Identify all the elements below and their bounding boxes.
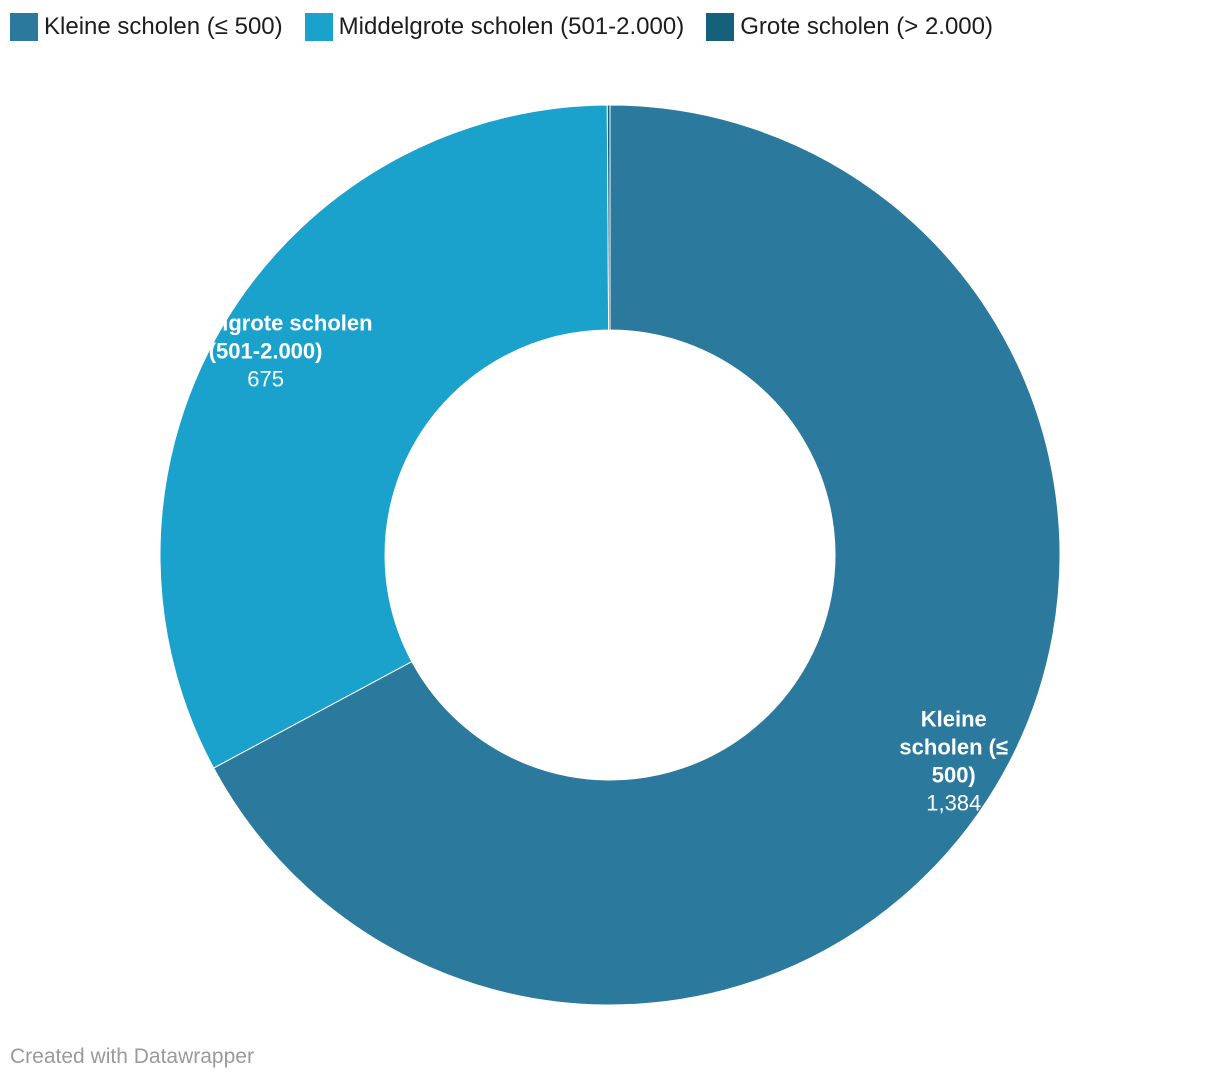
segment-label-name-middelgrote-0: Middelgrote scholen — [159, 311, 373, 336]
donut-segment-middelgrote[interactable] — [159, 104, 610, 769]
donut-segment-kleine[interactable] — [212, 104, 1061, 1006]
segment-label-name-kleine-2: 500) — [932, 763, 976, 788]
segment-label-kleine: Kleine scholen (≤ 500) 1,384 — [899, 707, 1008, 816]
segment-label-name-kleine-0: Kleine — [921, 707, 987, 732]
legend-item-kleine[interactable]: Kleine scholen (≤ 500) — [10, 13, 283, 41]
segment-label-name-kleine-1: scholen (≤ — [899, 735, 1008, 760]
legend-label-grote: Grote scholen (> 2.000) — [740, 13, 993, 40]
legend-label-kleine: Kleine scholen (≤ 500) — [44, 13, 283, 40]
legend: Kleine scholen (≤ 500) Middelgrote schol… — [10, 10, 993, 44]
segment-label-value-kleine: 1,384 — [926, 791, 981, 816]
legend-label-middelgrote: Middelgrote scholen (501-2.000) — [338, 13, 685, 40]
legend-swatch-grote — [706, 13, 735, 41]
segment-label-name-middelgrote-1: (501-2.000) — [209, 339, 323, 364]
datawrapper-credit: Created with Datawrapper — [10, 1045, 254, 1068]
legend-item-grote[interactable]: Grote scholen (> 2.000) — [706, 13, 993, 41]
segment-label-value-middelgrote: 675 — [247, 367, 284, 392]
donut-segment-grote[interactable] — [606, 104, 611, 331]
legend-swatch-middelgrote — [304, 13, 333, 41]
segment-label-middelgrote: Middelgrote scholen (501-2.000) 675 — [159, 311, 373, 392]
donut-chart: Kleine scholen (≤ 500) 1,384 Middelgrote sch… — [159, 104, 1061, 1006]
legend-swatch-kleine — [10, 13, 38, 41]
legend-item-middelgrote[interactable]: Middelgrote scholen (501-2.000) — [304, 13, 685, 41]
